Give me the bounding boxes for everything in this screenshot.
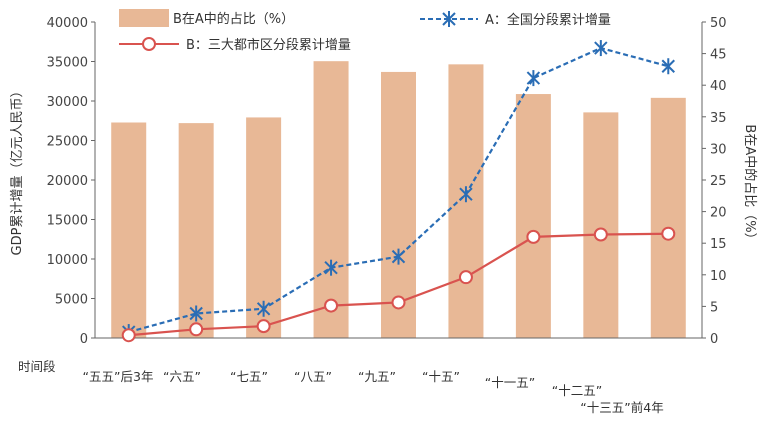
data-point bbox=[594, 40, 608, 57]
bar bbox=[178, 123, 214, 339]
legend-line-b-label: B：三大都市区分段累计增量 bbox=[186, 37, 351, 53]
line-series bbox=[121, 40, 676, 343]
legend-bar-label: B在A中的占比（%） bbox=[173, 11, 294, 27]
bar bbox=[515, 94, 551, 338]
data-point bbox=[324, 298, 339, 313]
data-point bbox=[121, 328, 136, 343]
x-tick-label: “十二五” bbox=[552, 383, 602, 398]
x-tick-label: “十三五”前4年 bbox=[580, 400, 663, 415]
data-point bbox=[459, 186, 473, 203]
data-point bbox=[391, 295, 406, 310]
x-tick-label: “十五” bbox=[422, 369, 460, 384]
data-point bbox=[526, 70, 541, 87]
x-tick-label: “七五” bbox=[230, 369, 268, 384]
y-left-tick-label: 0 bbox=[80, 332, 88, 347]
y-right-tick-label: 30 bbox=[710, 142, 727, 157]
data-point bbox=[189, 305, 203, 322]
legend-line-a-label: A：全国分段累计增量 bbox=[485, 12, 611, 28]
y-left-tick-label: 20000 bbox=[47, 174, 88, 189]
x-tick-label: “十一五” bbox=[485, 375, 535, 390]
bar-series bbox=[111, 61, 686, 339]
legend-line-b-marker bbox=[142, 37, 156, 51]
legend-bar-swatch bbox=[119, 9, 169, 27]
y-left-tick-label: 25000 bbox=[47, 135, 88, 150]
bar bbox=[381, 71, 416, 338]
y-left-tick-label: 15000 bbox=[47, 214, 88, 229]
data-point bbox=[661, 58, 675, 75]
y-right-tick-label: 5 bbox=[710, 300, 718, 315]
y-left-tick-label: 40000 bbox=[47, 16, 88, 31]
y-left-tick-label: 10000 bbox=[47, 253, 88, 268]
data-point bbox=[661, 226, 676, 241]
x-axis-labels: “五五”后3年 “六五” “七五” “八五” “九五” “十五” “十一五” “十二五” “十三… bbox=[83, 369, 664, 415]
data-point bbox=[189, 322, 204, 337]
y-right-tick-label: 0 bbox=[710, 332, 718, 347]
y-left-tick-label: 35000 bbox=[47, 56, 88, 71]
y-right-axis-title: B在A中的占比（%） bbox=[742, 124, 758, 245]
x-tick-label: “五五”后3年 bbox=[83, 369, 154, 384]
y-right-tick-label: 10 bbox=[710, 269, 727, 284]
y-left-axis-title: GDP累计增量（亿元人民币） bbox=[10, 85, 25, 256]
x-tick-label: “六五” bbox=[163, 369, 201, 384]
bar bbox=[583, 112, 619, 338]
data-point bbox=[256, 300, 271, 317]
data-point bbox=[458, 270, 473, 285]
y-left-tick-label: 30000 bbox=[47, 95, 88, 110]
data-point bbox=[256, 319, 271, 334]
y-right-tick-label: 15 bbox=[710, 237, 727, 252]
y-left-tick-label: 5000 bbox=[55, 293, 88, 308]
x-tick-label: “八五” bbox=[294, 369, 332, 384]
data-point bbox=[391, 248, 406, 265]
bar bbox=[313, 61, 349, 339]
axes: 0 5000 10000 15000 20000 25000 30000 35000 40000… bbox=[47, 16, 727, 347]
y-right-tick-label: 20 bbox=[710, 206, 727, 221]
x-axis-period-label: 时间段 bbox=[18, 359, 56, 374]
y-right-tick-label: 25 bbox=[710, 174, 727, 189]
y-right-tick-label: 50 bbox=[710, 16, 727, 31]
y-right-tick-label: 40 bbox=[710, 79, 727, 94]
y-right-tick-label: 45 bbox=[710, 48, 727, 63]
data-point bbox=[593, 227, 608, 242]
legend: B在A中的占比（%） B：三大都市区分段累计增量 A：全国分段累计增量 bbox=[119, 9, 611, 53]
x-tick-label: “九五” bbox=[358, 369, 396, 384]
y-right-tick-label: 35 bbox=[710, 111, 727, 126]
data-point bbox=[324, 259, 338, 276]
legend-line-a-marker bbox=[442, 11, 456, 27]
bar bbox=[111, 122, 147, 338]
bar bbox=[650, 97, 686, 338]
data-point bbox=[526, 229, 541, 244]
